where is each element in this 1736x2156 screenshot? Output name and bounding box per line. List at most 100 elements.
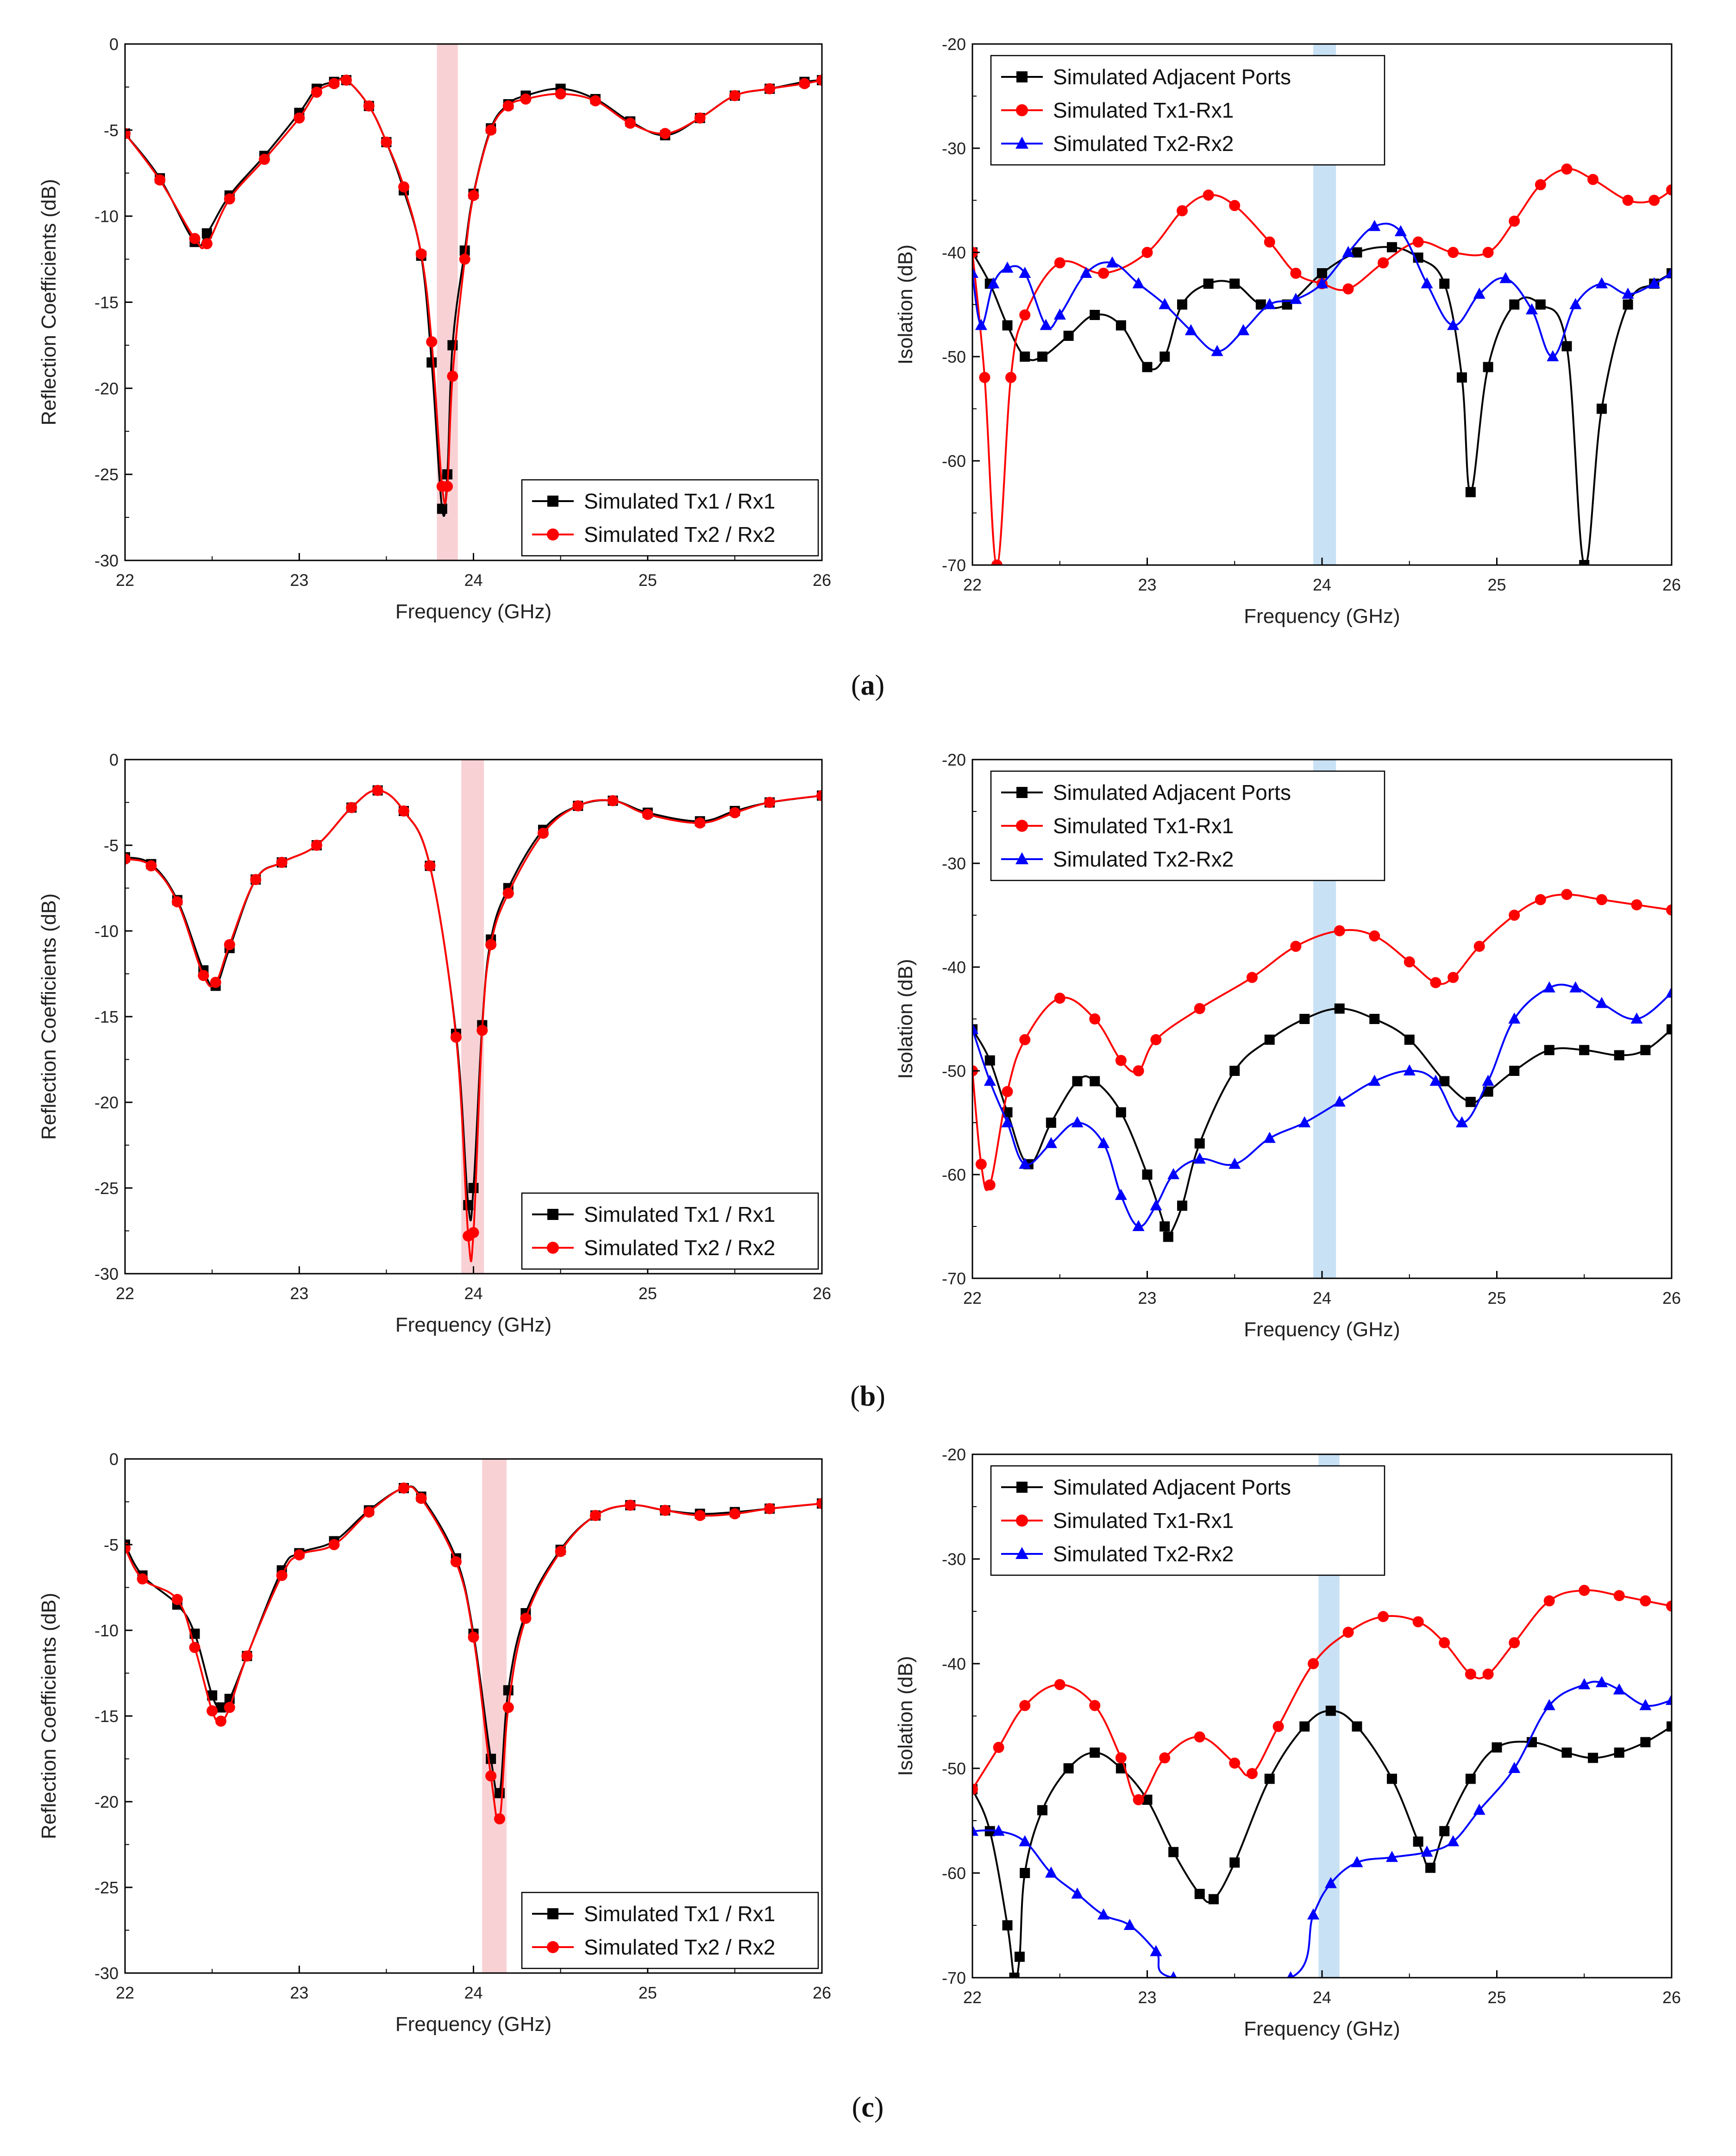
legend-box [521,1192,819,1270]
panel-labels-layer: (a)(b)(c) [850,670,885,2123]
y-tick-label: -5 [104,1535,119,1554]
data-point-circle [1509,1637,1520,1648]
panel-label-letter: c [861,2092,874,2123]
data-point-circle [694,817,706,829]
data-point-square [1425,1862,1436,1873]
legend-marker-triangle [1015,1547,1028,1559]
data-point-circle [502,887,514,899]
legend-marker-square [1016,1482,1028,1493]
data-point-square [1063,331,1074,341]
legend: Simulated Tx1 / Rx1 Simulated Tx2 / Rx2 [521,479,819,557]
data-point-square [1544,1045,1554,1056]
data-point-circle [1150,1034,1162,1045]
data-point-triangle [1666,267,1672,278]
data-point-circle [415,1493,427,1504]
panel-label-close: ) [875,670,885,701]
y-axis-title: Isolation (dB) [894,245,917,365]
series-red [972,889,1672,1191]
x-tick-label: 25 [1487,1988,1506,2007]
x-tick-label: 24 [464,571,483,590]
data-point-triangle [1307,1908,1320,1920]
x-tick-label: 22 [963,575,982,594]
x-axis-title: Frequency (GHz) [1244,1318,1400,1341]
data-point-triangle [1263,298,1276,309]
data-point-square [1255,299,1266,310]
data-point-square [1229,1857,1240,1868]
legend-label: Simulated Tx1-Rx1 [1053,98,1234,122]
data-point-circle [1448,247,1459,258]
data-point-circle [459,253,470,265]
data-point-triangle [1368,1075,1381,1086]
y-tick-label: -15 [94,1007,119,1026]
plot-area [125,75,822,517]
y-tick-label: -70 [942,1968,966,1987]
data-point-square [1413,1836,1423,1847]
data-point-circle [1378,1611,1389,1622]
data-point-circle [1115,1055,1127,1066]
data-point-square [1299,1721,1310,1732]
y-tick-label: -25 [94,1878,119,1897]
data-point-square [1483,362,1493,372]
y-axis-title: Reflection Coefficients (dB) [38,179,60,425]
data-point-circle [447,371,458,382]
plot-area [125,1482,822,1824]
legend-label: Simulated Adjacent Ports [1053,1475,1291,1499]
data-point-triangle [1097,1137,1110,1148]
data-point-triangle [1290,293,1302,304]
data-point-circle [224,193,235,205]
data-point-square [1037,1805,1047,1816]
data-point-triangle [1071,1116,1084,1127]
data-point-square [984,1055,995,1066]
data-point-circle [764,1503,776,1515]
data-point-triangle [1001,261,1014,273]
y-tick-label: -20 [942,750,966,769]
data-point-circle [1404,956,1415,968]
data-point-square [1579,1045,1590,1056]
data-point-circle [729,1508,740,1520]
data-point-circle [1264,236,1275,248]
data-point-triangle [1159,298,1171,309]
data-point-square [1063,1763,1074,1773]
data-point-circle [171,1594,183,1605]
data-point-square [1561,341,1572,352]
legend-box [521,479,819,557]
data-point-circle [1412,236,1424,248]
data-point-circle [171,896,183,908]
charts-layer: 22 23 24 25 26 0 -5 -10 -15 -20 -25 -30 Frequency (G… [38,35,1681,2040]
data-point-circle [189,233,201,244]
data-point-circle [294,1549,305,1561]
data-point-circle [1666,1600,1672,1612]
data-point-circle [659,128,671,139]
data-point-square [459,245,470,256]
legend-label: Simulated Tx1-Rx1 [1053,1509,1234,1533]
data-point-triangle [1316,277,1328,289]
series-blue [972,981,1672,1231]
data-point-triangle [1508,1762,1521,1773]
x-tick-label: 26 [813,571,831,590]
data-point-square [1597,403,1607,414]
data-point-circle [1272,1721,1284,1732]
data-point-circle [555,1546,566,1557]
data-point-circle [294,112,305,124]
data-point-triangle [1386,1851,1398,1862]
data-point-square [1439,1076,1450,1087]
data-point-circle [729,90,740,101]
data-point-circle [502,1702,514,1713]
data-point-square [1387,1773,1397,1784]
series-blue [972,1676,1672,1978]
legend-marker-triangle [1015,852,1028,864]
data-point-square [1116,1107,1126,1118]
data-point-square [1334,1003,1345,1014]
data-point-triangle [1193,1152,1206,1164]
data-point-circle [555,88,566,100]
data-point-circle [1666,184,1672,195]
x-tick-label: 24 [464,1983,483,2002]
data-point-circle [398,181,409,193]
data-point-circle [520,93,532,105]
data-point-triangle [1666,1694,1672,1705]
panel-label-close: ) [876,1381,885,1412]
data-point-circle [485,1770,497,1782]
legend: Simulated Adjacent Ports Simulated Tx1-Rx… [990,55,1385,166]
data-point-triangle [1578,1678,1591,1690]
data-point-circle [1666,904,1672,916]
